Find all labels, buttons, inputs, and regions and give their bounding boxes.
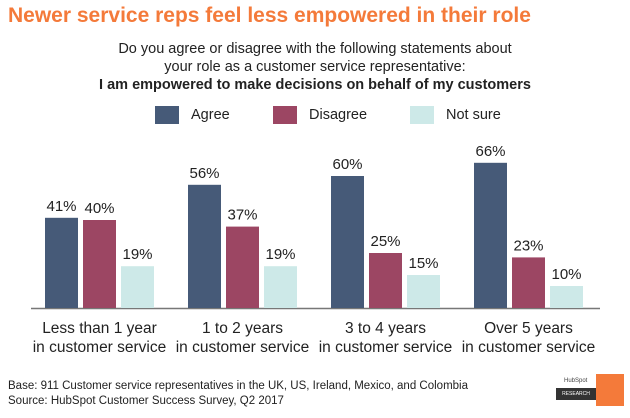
category-label: Over 5 years bbox=[484, 320, 573, 337]
legend-not-sure: Not sure bbox=[410, 106, 501, 124]
category-label: in customer service bbox=[319, 339, 453, 356]
bar-disagree bbox=[512, 257, 545, 308]
data-label: 56% bbox=[189, 165, 219, 182]
bar-not-sure bbox=[407, 275, 440, 308]
logo-brand: HubSpot bbox=[564, 378, 588, 384]
data-label: 60% bbox=[332, 156, 362, 173]
data-label: 66% bbox=[475, 143, 505, 160]
data-label: 37% bbox=[227, 207, 257, 224]
data-label: 41% bbox=[46, 198, 76, 215]
data-label: 25% bbox=[370, 233, 400, 250]
subtitle-line-2: your role as a customer service represen… bbox=[164, 59, 466, 75]
category-label: 1 to 2 years bbox=[202, 320, 283, 337]
chart-title: Newer service reps feel less empowered i… bbox=[8, 4, 531, 27]
legend-disagree: Disagree bbox=[273, 106, 367, 124]
data-label: 10% bbox=[551, 266, 581, 283]
legend-swatch-not-sure bbox=[410, 106, 434, 124]
hubspot-research-logo: HubSpot RESEARCH bbox=[556, 374, 626, 408]
category-label: 3 to 4 years bbox=[345, 320, 426, 337]
category-label: in customer service bbox=[33, 339, 167, 356]
bar-disagree bbox=[369, 253, 402, 308]
logo-label: RESEARCH bbox=[556, 388, 596, 400]
bar-not-sure bbox=[121, 266, 154, 308]
bar-disagree bbox=[226, 226, 259, 308]
legend-swatch-agree bbox=[155, 106, 179, 124]
data-label: 15% bbox=[408, 255, 438, 272]
subtitle-line-3: I am empowered to make decisions on beha… bbox=[99, 77, 531, 93]
subtitle-line-1: Do you agree or disagree with the follow… bbox=[118, 41, 512, 57]
bar-not-sure bbox=[264, 266, 297, 308]
category-label: in customer service bbox=[462, 339, 596, 356]
data-label: 19% bbox=[122, 246, 152, 263]
bar-agree bbox=[45, 217, 78, 308]
legend-label: Not sure bbox=[446, 107, 501, 123]
clipboard-icon bbox=[596, 374, 624, 406]
bar-disagree bbox=[83, 220, 116, 308]
bar-agree bbox=[188, 184, 221, 308]
legend-label: Disagree bbox=[309, 107, 368, 123]
data-label: 19% bbox=[265, 246, 295, 263]
legend-swatch-disagree bbox=[273, 106, 297, 124]
footer-source: Source: HubSpot Customer Success Survey,… bbox=[8, 395, 284, 407]
bar-agree bbox=[474, 162, 507, 308]
category-label: Less than 1 year bbox=[42, 320, 157, 337]
data-label: 40% bbox=[84, 200, 114, 217]
legend-agree: Agree bbox=[155, 106, 230, 124]
data-label: 23% bbox=[513, 237, 543, 254]
bar-agree bbox=[331, 176, 364, 308]
bar-not-sure bbox=[550, 286, 583, 308]
category-label: in customer service bbox=[176, 339, 310, 356]
legend-label: Agree bbox=[191, 107, 230, 123]
footer-base: Base: 911 Customer service representativ… bbox=[8, 380, 468, 392]
